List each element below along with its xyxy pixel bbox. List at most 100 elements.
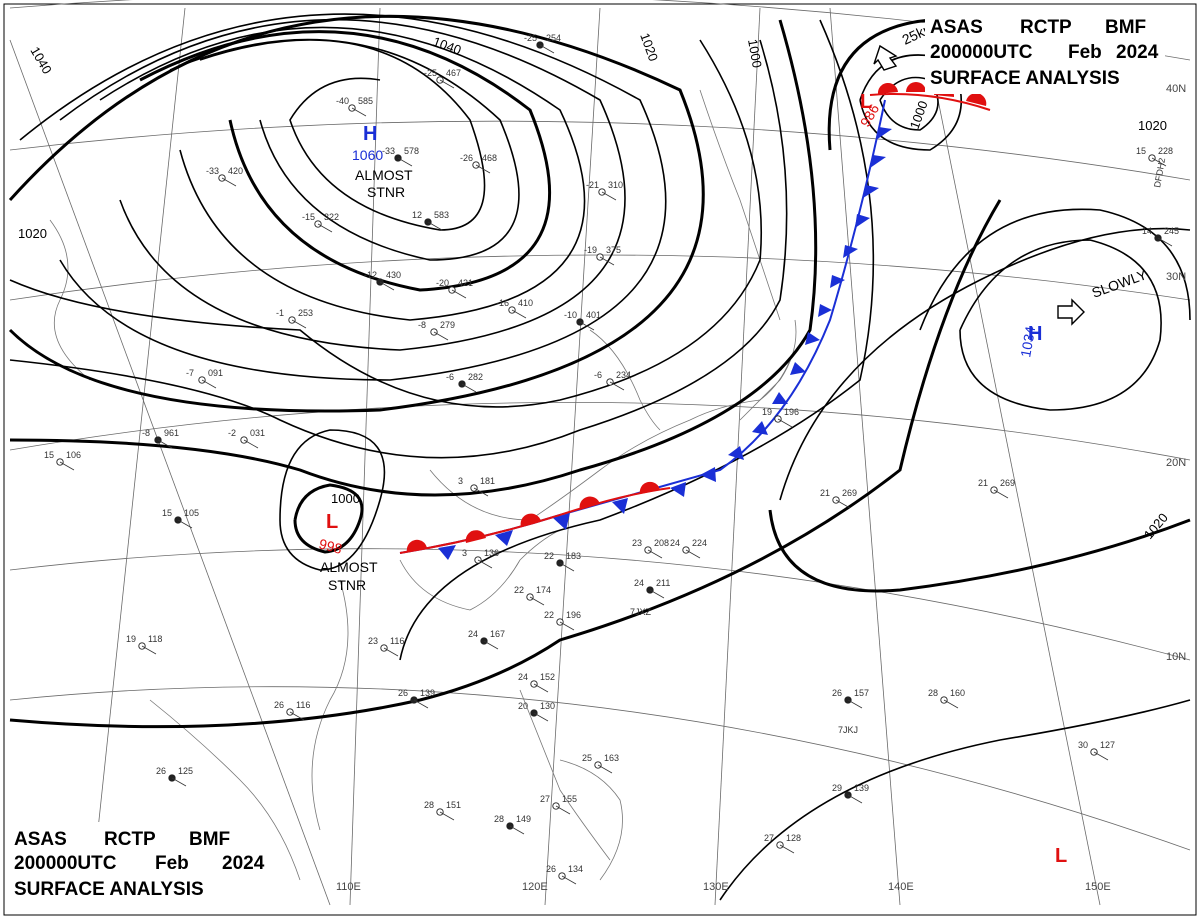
header-center: RCTP	[104, 829, 156, 850]
header-title: SURFACE ANALYSIS	[14, 879, 204, 900]
wind-barb-icon	[847, 699, 863, 709]
station-pressure: 583	[434, 210, 449, 220]
station-temperature: 22	[544, 551, 554, 561]
station-plot: -19 375	[584, 245, 621, 266]
station-temperature: -16	[496, 298, 509, 308]
wind-barb-icon	[529, 596, 545, 606]
station-plot: 3 181	[458, 476, 495, 497]
wind-barb-icon	[351, 107, 367, 117]
ship-id: 7JXZ	[630, 607, 652, 617]
station-pressure: 127	[1100, 740, 1115, 750]
station-pressure: 269	[842, 488, 857, 498]
station-pressure: 401	[586, 310, 601, 320]
header-year: 2024	[222, 853, 265, 874]
arrow-icon	[1057, 298, 1085, 326]
wind-barb-icon	[555, 805, 571, 815]
station-pressure: 961	[164, 428, 179, 438]
station-pressure: 228	[1158, 146, 1173, 156]
wind-barb-icon	[473, 487, 489, 497]
wind-barb-icon	[647, 549, 663, 559]
station-pressure: 282	[468, 372, 483, 382]
station-temperature: 19	[762, 407, 772, 417]
wind-barb-icon	[609, 381, 625, 391]
header-month: Feb	[155, 853, 189, 874]
station-plot: 24 152	[518, 672, 555, 693]
isobars	[8, 13, 1191, 901]
station-plot: 26 134	[546, 864, 583, 885]
station-plot: -6 282	[446, 372, 483, 393]
station-pressure: 196	[566, 610, 581, 620]
station-temperature: -10	[564, 310, 577, 320]
motion-note: STNR	[367, 184, 405, 200]
station-temperature: -8	[142, 428, 150, 438]
header-title: SURFACE ANALYSIS	[930, 68, 1120, 89]
station-plot: 26 157	[832, 688, 869, 709]
station-plot: -25 254	[524, 33, 561, 54]
station-temperature: -6	[446, 372, 454, 382]
station-temperature: 12	[412, 210, 422, 220]
wind-barb-icon	[847, 794, 863, 804]
station-temperature: 15	[162, 508, 172, 518]
station-temperature: -19	[584, 245, 597, 255]
station-plot: 15 228	[1136, 146, 1173, 167]
lat-label-20n: 20N	[1166, 457, 1186, 469]
station-pressure: 157	[854, 688, 869, 698]
lat-label-10n: 10N	[1166, 651, 1186, 663]
station-temperature: 19	[126, 634, 136, 644]
station-pressure: 430	[386, 270, 401, 280]
station-temperature: 14	[1142, 226, 1152, 236]
wind-barb-icon	[511, 309, 527, 319]
wind-barb-icon	[597, 764, 613, 774]
header-year: 2024	[1116, 42, 1159, 63]
wind-barb-icon	[221, 177, 237, 187]
station-pressure: 149	[516, 814, 531, 824]
station-temperature: -8	[418, 320, 426, 330]
station-pressure: 208	[654, 538, 669, 548]
station-temperature: 26	[832, 688, 842, 698]
station-temperature: -6	[594, 370, 602, 380]
station-pressure: 322	[324, 212, 339, 222]
station-temperature: 27	[764, 833, 774, 843]
station-plot: -8 279	[418, 320, 455, 341]
station-plot: 27 128	[764, 833, 801, 854]
station-plot: 28 149	[494, 814, 531, 835]
wind-barb-icon	[177, 519, 193, 529]
station-pressure: 031	[250, 428, 265, 438]
station-plot: -21 310	[586, 180, 623, 201]
station-pressure: 139	[854, 783, 869, 793]
ship-id: 7JKJ	[838, 725, 858, 735]
wind-barb-icon	[413, 699, 429, 709]
wind-barb-icon	[539, 44, 555, 54]
station-plot: 19 118	[126, 634, 162, 655]
lat-labels: 40N 30N 20N 10N	[1166, 83, 1186, 663]
station-pressure: 468	[482, 153, 497, 163]
station-plot: 21 269	[978, 478, 1015, 499]
station-pressure: 134	[568, 864, 583, 874]
station-plot: 12 583	[412, 210, 449, 231]
fronts	[399, 82, 991, 560]
station-temperature: -33	[382, 146, 395, 156]
station-temperature: 3	[462, 548, 467, 558]
station-pressure: 279	[440, 320, 455, 330]
header-month: Feb	[1068, 42, 1102, 63]
station-pressure: 211	[656, 578, 670, 588]
station-pressure: 125	[178, 766, 193, 776]
station-temperature: -40	[336, 96, 349, 106]
wind-barb-icon	[201, 379, 217, 389]
station-temperature: 25	[582, 753, 592, 763]
header-center: RCTP	[1020, 17, 1072, 38]
low-value: 998	[317, 535, 344, 557]
station-plot: 23 116	[368, 636, 404, 657]
station-plot: 20 130	[518, 701, 555, 722]
high-pressure-north: H 1060 ALMOST STNR	[352, 123, 413, 200]
low-marker: L	[1055, 845, 1067, 867]
station-plot: -26 468	[460, 153, 497, 174]
wind-barb-icon	[1093, 751, 1109, 761]
station-plot: 24 167	[468, 629, 505, 650]
station-plot: 3 136	[462, 548, 499, 569]
wind-barb-icon	[649, 589, 665, 599]
station-temperature: -33	[206, 166, 219, 176]
station-plot: 14 245	[1142, 226, 1179, 247]
station-pressure: 130	[540, 701, 555, 711]
isobar-label: 1000	[745, 38, 765, 69]
